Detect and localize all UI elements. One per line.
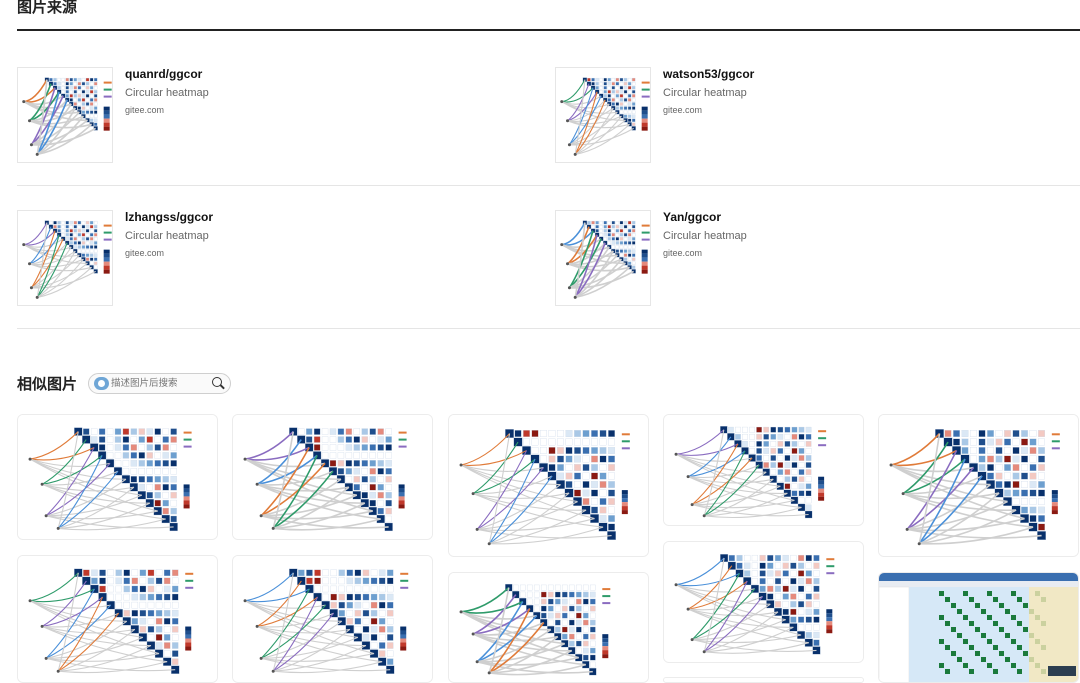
section-title-sources: 图片来源 [17,0,78,16]
similar-image [664,542,863,662]
source-description: Circular heatmap [663,87,747,99]
source-thumbnail[interactable] [17,67,113,163]
source-thumbnail[interactable] [17,210,113,306]
source-title[interactable]: watson53/ggcor [663,67,755,81]
similar-image-card[interactable] [232,414,433,540]
row-divider [17,185,1080,186]
source-title[interactable]: quanrd/ggcor [125,67,203,81]
similar-image-card[interactable] [232,555,433,683]
similar-image-card[interactable] [448,572,649,683]
source-item[interactable]: watson53/ggcor Circular heatmap gitee.co… [555,67,1075,163]
similar-image-card[interactable] [663,414,864,526]
similar-image-card[interactable] [17,414,218,540]
similar-image-card[interactable] [448,414,649,557]
section-divider [17,29,1080,31]
similar-image [879,415,1078,556]
heatmap-thumbnail-image [556,68,650,162]
similar-image [233,415,432,539]
similar-image [18,415,217,539]
source-thumbnail[interactable] [555,210,651,306]
image-search-icon[interactable] [94,377,109,390]
similar-image [449,573,648,682]
search-input[interactable] [111,376,206,391]
row-divider [17,328,1080,329]
similar-image-spreadsheet [879,573,1078,682]
source-item[interactable]: lzhangss/ggcor Circular heatmap gitee.co… [17,210,537,306]
heatmap-thumbnail-image [18,211,112,305]
source-item[interactable]: quanrd/ggcor Circular heatmap gitee.com [17,67,537,163]
source-site[interactable]: gitee.com [125,248,165,258]
source-description: Circular heatmap [125,87,209,99]
source-site[interactable]: gitee.com [663,248,703,258]
similar-image [664,415,863,525]
source-title[interactable]: lzhangss/ggcor [125,210,214,224]
heatmap-thumbnail-image [18,68,112,162]
similar-image-card[interactable] [663,677,864,683]
similar-image [233,556,432,682]
source-item[interactable]: Yan/ggcor Circular heatmap gitee.com [555,210,1075,306]
source-thumbnail[interactable] [555,67,651,163]
similar-image [449,415,648,556]
magnifier-icon[interactable] [212,377,222,387]
section-title-similar: 相似图片 [17,375,78,393]
image-search-box[interactable] [88,373,231,394]
heatmap-thumbnail-image [556,211,650,305]
source-title[interactable]: Yan/ggcor [663,210,722,224]
similar-image-card[interactable] [878,572,1079,683]
similar-image-card[interactable] [17,555,218,683]
source-description: Circular heatmap [125,230,209,242]
similar-image [18,556,217,682]
source-site[interactable]: gitee.com [125,105,165,115]
source-description: Circular heatmap [663,230,747,242]
source-site[interactable]: gitee.com [663,105,703,115]
similar-image-card[interactable] [663,541,864,663]
similar-image-card[interactable] [878,414,1079,557]
